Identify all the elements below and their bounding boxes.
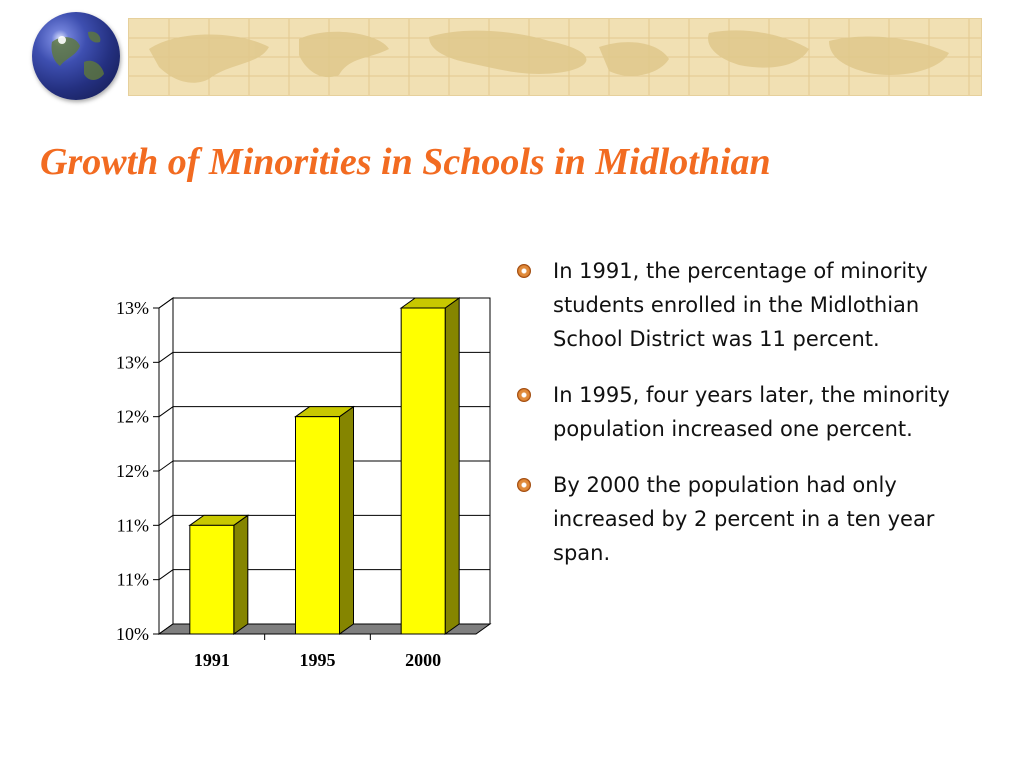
gridline-depth: [158, 460, 174, 472]
globe-icon: [32, 12, 120, 100]
bar-chart: 10% 11% 11% 12% 12% 13% 13% 1991 1995 2000: [80, 290, 500, 680]
bar: [295, 416, 340, 635]
bar: [400, 307, 446, 635]
x-tick-label: 1995: [300, 650, 336, 670]
bar: [189, 524, 235, 635]
y-tick-label: 10%: [116, 624, 149, 644]
bullet-text: In 1995, four years later, the minority …: [553, 383, 950, 441]
bullet-icon: [517, 388, 531, 402]
world-map-banner: [128, 18, 982, 96]
gridline-depth: [158, 569, 174, 581]
gridline-depth: [158, 351, 174, 363]
map-grid: [129, 19, 981, 95]
y-tick-label: 12%: [116, 407, 149, 427]
gridline-depth: [158, 514, 174, 526]
bar-side: [444, 297, 460, 635]
chart-canvas: 10% 11% 11% 12% 12% 13% 13% 1991 1995 2000: [116, 297, 492, 670]
bar-side: [339, 405, 354, 635]
bullet-item: In 1991, the percentage of minority stud…: [514, 254, 984, 356]
x-tick-label: 1991: [194, 650, 230, 670]
y-tick-label: 13%: [116, 352, 149, 372]
slide-title: Growth of Minorities in Schools in Midlo…: [40, 141, 771, 183]
y-tick-label: 12%: [116, 461, 149, 481]
gridline-depth: [158, 406, 174, 418]
bullet-text: By 2000 the population had only increase…: [553, 473, 935, 565]
bullet-list: In 1991, the percentage of minority stud…: [514, 254, 984, 592]
bar-side: [233, 514, 249, 635]
bullet-item: In 1995, four years later, the minority …: [514, 378, 984, 446]
gridline-depth: [158, 297, 174, 309]
x-tick-label: 2000: [405, 650, 441, 670]
y-tick-label: 13%: [116, 298, 149, 318]
bullet-text: In 1991, the percentage of minority stud…: [553, 259, 928, 351]
bullet-icon: [517, 478, 531, 492]
y-tick-label: 11%: [117, 570, 149, 590]
y-tick-label: 11%: [117, 515, 149, 535]
bullet-icon: [517, 264, 531, 278]
bullet-item: By 2000 the population had only increase…: [514, 468, 984, 570]
